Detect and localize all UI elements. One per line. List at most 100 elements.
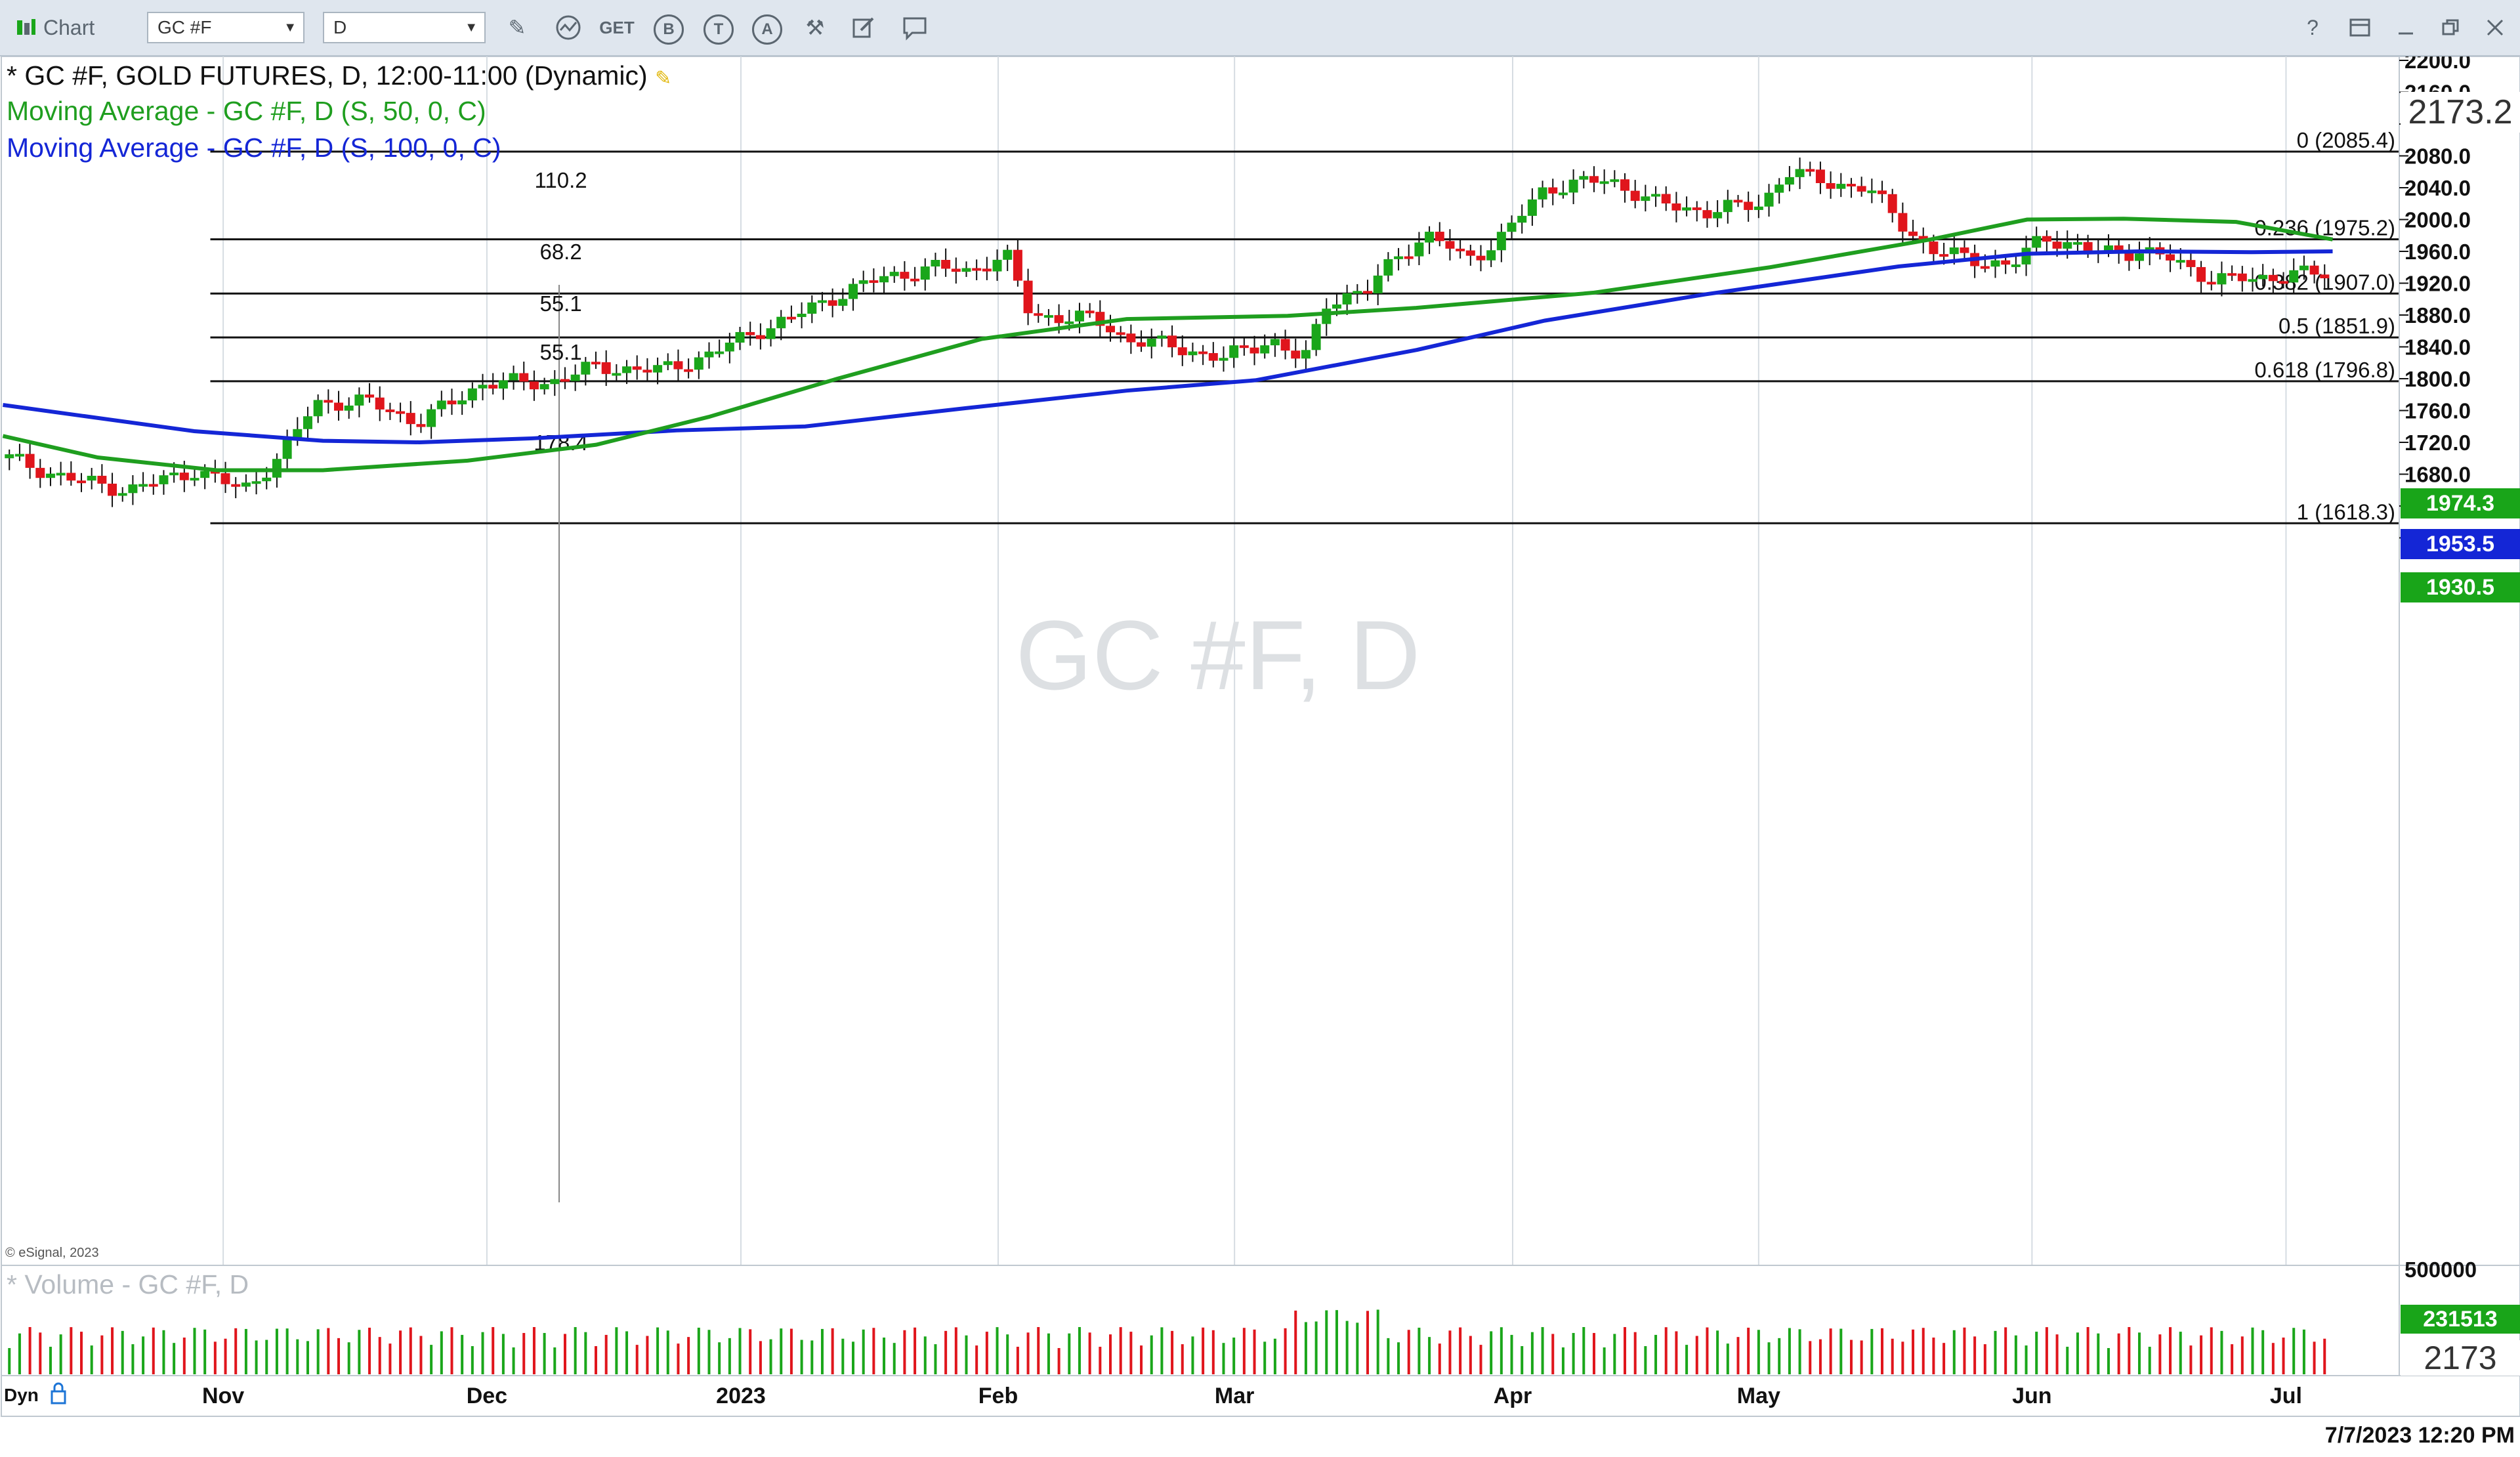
volume-bar [1654, 1334, 1658, 1374]
volume-bar [975, 1345, 978, 1374]
symbol-combo[interactable]: GC #F ▼ [147, 12, 304, 43]
ma50-legend[interactable]: Moving Average - GC #F, D (S, 50, 0, C) [7, 96, 486, 126]
get-data-button[interactable]: GET [599, 17, 635, 37]
candle [849, 278, 858, 311]
candle [519, 361, 529, 391]
alert-tool-button[interactable]: A [752, 14, 782, 45]
candle [334, 391, 344, 421]
interval-combo[interactable]: D ▼ [323, 12, 486, 43]
help-button[interactable]: ? [2307, 15, 2319, 39]
edit-icon[interactable] [845, 9, 882, 46]
volume-bar [234, 1328, 238, 1374]
volume-bar [1624, 1327, 1627, 1374]
candle [488, 373, 498, 395]
volume-bar [1171, 1330, 1174, 1374]
volume-bar [1037, 1327, 1040, 1374]
bold-tool-button[interactable]: B [654, 14, 684, 45]
symbol-watermark: GC #F, D [1016, 600, 1421, 710]
candle [704, 342, 714, 369]
restore-icon[interactable] [2432, 9, 2469, 46]
volume-legend[interactable]: * Volume - GC #F, D [7, 1269, 249, 1299]
candle [406, 401, 415, 436]
candle [148, 474, 158, 495]
candle [1208, 342, 1218, 368]
volume-bar [2220, 1330, 2223, 1374]
volume-bar [1521, 1346, 1524, 1374]
x-tick-label: 2023 [716, 1383, 766, 1408]
volume-bar [923, 1336, 927, 1374]
volume-bar [914, 1327, 917, 1374]
volume-bar [409, 1327, 412, 1374]
candle [1733, 195, 1743, 207]
volume-bar [1304, 1322, 1307, 1374]
close-icon[interactable] [2477, 9, 2513, 46]
volume-bar [1633, 1332, 1637, 1374]
volume-bar [59, 1334, 62, 1374]
candle [920, 258, 930, 291]
volume-bar [1881, 1328, 1884, 1374]
volume-bar [2210, 1327, 2213, 1374]
candle [2299, 255, 2309, 280]
sync-icon[interactable] [2342, 9, 2378, 46]
volume-bar [1397, 1342, 1400, 1374]
candle [1003, 244, 1013, 271]
volume-bar [2025, 1345, 2028, 1374]
volume-bar [285, 1328, 289, 1374]
volume-bar [1407, 1330, 1410, 1374]
dyn-label[interactable]: Dyn [4, 1385, 39, 1405]
volume-bar [2169, 1327, 2172, 1374]
main-legend[interactable]: * GC #F, GOLD FUTURES, D, 12:00-11:00 (D… [7, 60, 671, 91]
candle [2011, 255, 2021, 274]
candle [1085, 303, 1095, 318]
candle [1353, 284, 1362, 304]
volume-tag: 231513 [2401, 1305, 2520, 1334]
volume-bar [2251, 1327, 2254, 1374]
volume-bar [1438, 1343, 1441, 1374]
candle [1744, 191, 1754, 222]
pencil-icon[interactable]: ✎ [508, 16, 526, 39]
wrench-icon[interactable]: ⚒ [805, 16, 825, 39]
candle [1013, 240, 1022, 287]
candle [117, 487, 127, 502]
volume-bar [2076, 1332, 2079, 1374]
volume-bar [2097, 1333, 2100, 1374]
volume-bar [2240, 1336, 2244, 1374]
chart-area[interactable]: GC #F, D 0 (2085.4) 0.236 (1975.2) 0.382 (… [0, 49, 2520, 1454]
line-chart-icon[interactable] [550, 9, 587, 46]
volume-bar [368, 1327, 371, 1374]
volume-bar [1232, 1337, 1236, 1374]
text-tool-button[interactable]: T [704, 14, 734, 45]
ma100-legend[interactable]: Moving Average - GC #F, D (S, 100, 0, C) [7, 133, 501, 163]
price-axis[interactable] [2399, 56, 2520, 1266]
volume-bar [1469, 1336, 1472, 1374]
volume-bar [2107, 1347, 2110, 1374]
lock-icon[interactable] [50, 1382, 66, 1404]
candle [1805, 161, 1815, 177]
volume-bar [697, 1327, 700, 1374]
minimize-icon[interactable] [2387, 9, 2424, 46]
candle [766, 320, 776, 347]
comment-icon[interactable] [896, 9, 933, 46]
chevron-down-icon[interactable]: ▼ [465, 20, 478, 35]
time-axis[interactable] [1, 1375, 2520, 1417]
candle [1713, 200, 1723, 228]
volume-bar [1500, 1327, 1503, 1374]
candle [1641, 184, 1650, 212]
candle [591, 351, 601, 370]
volume-bar [1242, 1328, 1246, 1374]
candle [509, 366, 518, 390]
volume-bar [553, 1347, 556, 1374]
pencil-icon[interactable]: ✎ [655, 68, 672, 89]
candle [2217, 261, 2227, 297]
candle [128, 475, 138, 505]
volume-bar [2117, 1333, 2120, 1374]
volume-bar [471, 1346, 474, 1374]
chevron-down-icon[interactable]: ▼ [284, 20, 297, 35]
volume-bar [666, 1330, 669, 1374]
candle [2032, 226, 2042, 253]
volume-bar [2231, 1344, 2234, 1374]
candle [2289, 258, 2299, 294]
volume-bar [440, 1331, 443, 1374]
candle [1630, 180, 1640, 209]
volume-bar [687, 1337, 690, 1374]
